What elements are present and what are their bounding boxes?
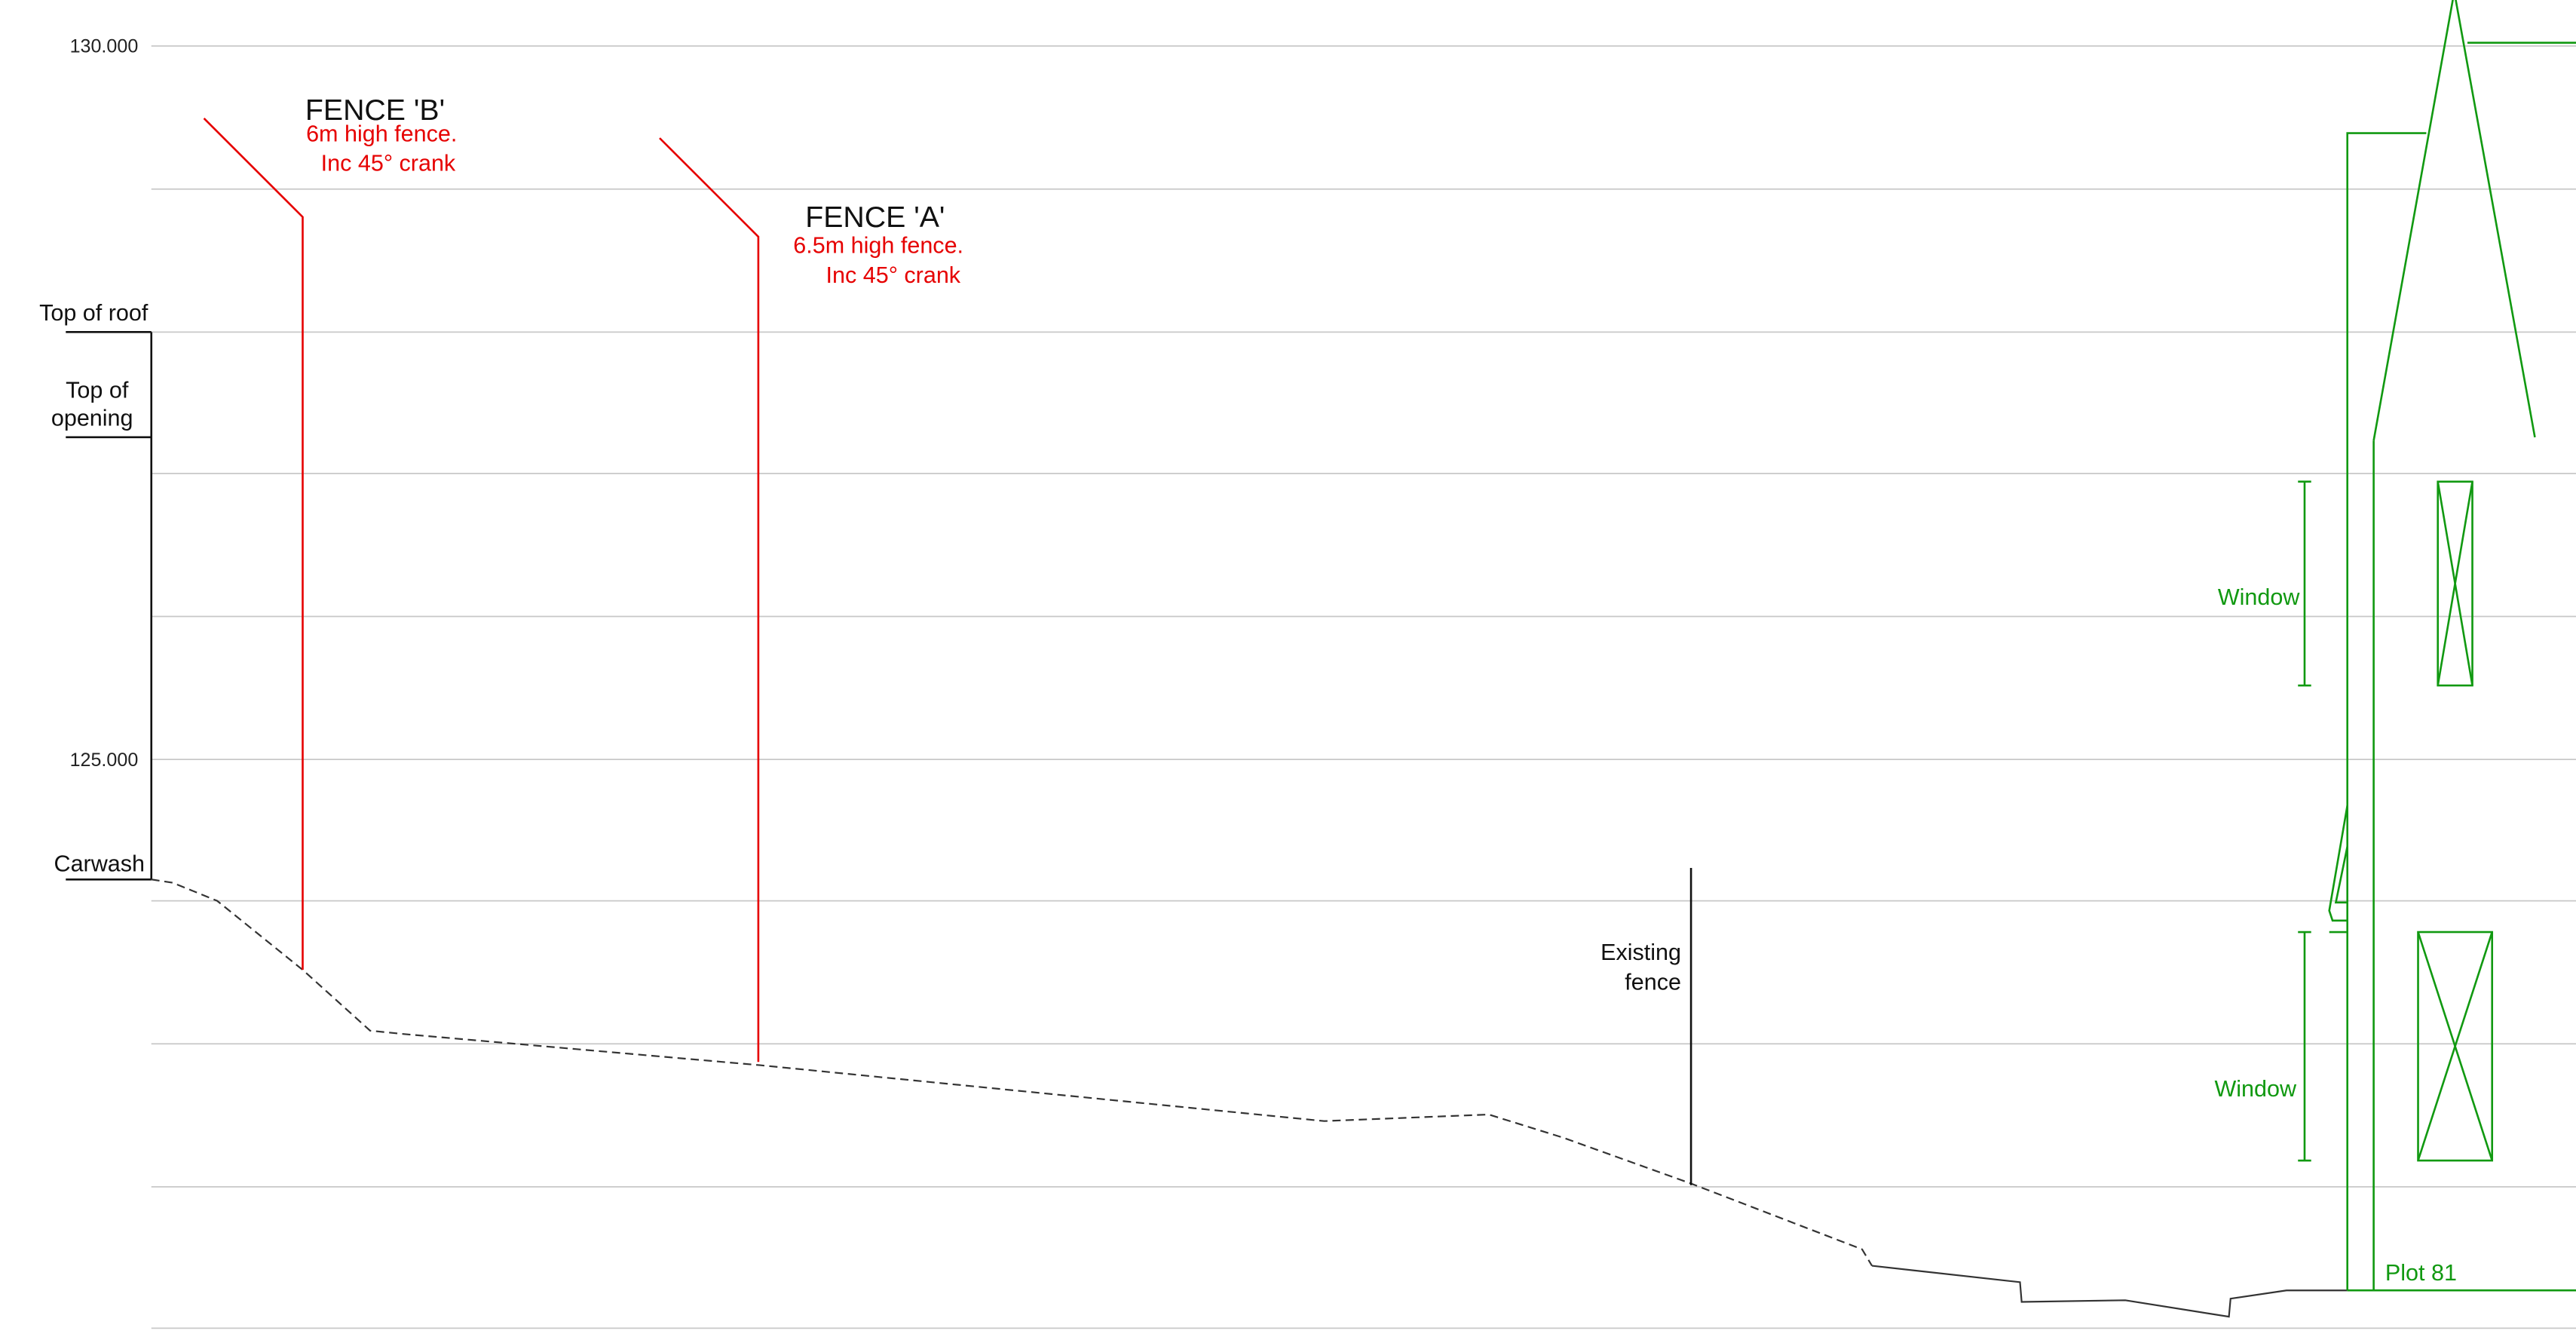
ground-profile-solid	[1871, 1265, 2348, 1318]
window-lower-frame	[2417, 931, 2494, 1162]
fence-b-note-line1: 6m high fence.	[306, 121, 457, 146]
level-label-125: 125.000	[70, 750, 139, 771]
window-upper-frame	[2437, 480, 2473, 687]
top-of-opening-label-line1: Top of	[66, 378, 129, 403]
window-lower-cross	[2417, 931, 2493, 1161]
building-outline	[2298, 0, 2576, 1292]
existing-fence-label-line2: fence	[1625, 969, 1681, 995]
roof-right-slope	[2455, 0, 2536, 438]
canopy-detail	[2328, 805, 2348, 922]
building-wall-outer	[2346, 132, 2427, 1291]
window-upper-cross	[2437, 481, 2473, 686]
reference-markers	[66, 331, 153, 881]
ground-profile-dashed	[151, 878, 1873, 1267]
window-upper-label: Window	[2218, 584, 2301, 610]
fence-a-note-line2: Inc 45° crank	[826, 262, 961, 288]
fence-b-note-line2: Inc 45° crank	[321, 151, 456, 176]
window-lower-label: Window	[2214, 1076, 2297, 1102]
level-gridlines	[151, 45, 2576, 1329]
roof-left-slope	[2372, 0, 2454, 441]
fence-a-title: FENCE 'A'	[805, 201, 945, 234]
top-of-opening-label-line2: opening	[51, 406, 133, 431]
plot-81-label: Plot 81	[2385, 1260, 2457, 1286]
existing-fence-label-line1: Existing	[1600, 940, 1681, 965]
fence-a-note-line1: 6.5m high fence.	[793, 233, 963, 259]
carwash-label: Carwash	[54, 851, 145, 876]
level-label-130: 130.000	[70, 36, 139, 57]
fence-a-line	[659, 137, 760, 1062]
fence-b-line	[203, 118, 304, 970]
canopy-detail	[2334, 846, 2348, 904]
top-of-roof-label: Top of roof	[39, 300, 149, 326]
fence-b-title: FENCE 'B'	[305, 94, 445, 127]
